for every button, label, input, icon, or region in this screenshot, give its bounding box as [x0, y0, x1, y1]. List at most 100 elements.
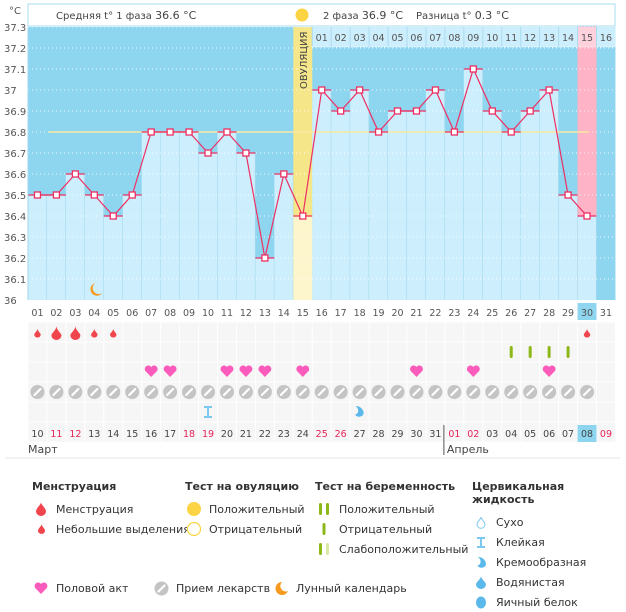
- calendar-date: 01: [448, 429, 460, 440]
- temperature-point: [166, 128, 174, 136]
- blood-drop-small-icon: [34, 328, 41, 338]
- legend-item: Небольшие выделения: [32, 519, 190, 539]
- temp-bar: [179, 132, 199, 300]
- cycle-day-label: 06: [126, 308, 138, 319]
- current-day-highlight: [577, 303, 597, 320]
- cervical-watery-icon: [472, 574, 490, 590]
- pill-stripe: [90, 387, 99, 397]
- cycle-day-label: 31: [600, 308, 612, 319]
- temperature-point: [242, 149, 250, 157]
- phase2-avg-label: 2 фаза 36.9 °C: [323, 9, 403, 22]
- legend-title: Тест на овуляцию: [185, 480, 299, 493]
- calendar-date: 23: [278, 429, 290, 440]
- cycle-day-label: 09: [183, 308, 195, 319]
- y-tick-label: 36.2: [4, 254, 26, 265]
- pill-stripe: [545, 387, 554, 397]
- pill-stripe: [109, 387, 118, 397]
- cycle-day-label: 18: [354, 308, 366, 319]
- legend-item: Клейкая: [472, 532, 626, 552]
- temperature-point: [71, 170, 80, 178]
- temp-bar: [103, 216, 123, 300]
- temperature-point: [337, 107, 345, 115]
- temp-bar: [141, 132, 161, 300]
- temperature-point: [469, 65, 477, 73]
- legend-item: Кремообразная: [472, 552, 626, 572]
- temp-bar: [122, 195, 142, 300]
- calendar-date: 16: [145, 429, 157, 440]
- calendar-date: 31: [429, 429, 441, 440]
- legend-ovulation-test: Тест на овуляцию Положительный Отрицател…: [185, 480, 305, 539]
- legend-item: Сухо: [472, 512, 626, 532]
- temperature-point: [280, 170, 288, 178]
- calendar-date: 18: [183, 429, 195, 440]
- blood-drop-large-icon: [32, 501, 50, 517]
- bbt-chart: 36 36.1 36.2 36.3 36.4 36.5 36.6 36.7 36.8 36.9 37…: [4, 3, 620, 459]
- temp-bar: [539, 90, 559, 300]
- pregnancy-test-icon: [566, 346, 570, 358]
- ovulation-label: ОВУЛЯЦИЯ: [299, 32, 310, 90]
- temperature-point: [109, 212, 117, 220]
- cervical-sticky-icon: [472, 534, 490, 550]
- cycle-day-label: 08: [164, 308, 176, 319]
- temp-bar: [350, 90, 370, 300]
- cycle-day-label: 14: [278, 308, 290, 319]
- blood-drop-small-icon: [32, 521, 50, 537]
- temp-bar: [160, 132, 180, 300]
- legend-item: Положительный: [185, 499, 305, 519]
- legend-title: Цервикальная жидкость: [472, 480, 565, 506]
- pill-stripe: [393, 387, 402, 397]
- temp-bar: [482, 111, 502, 300]
- cycle-day-label: 27: [524, 308, 536, 319]
- pill-stripe: [317, 387, 326, 397]
- phase2-day-label: 15: [581, 33, 593, 44]
- legend-menstruation: Менструация Менструация Небольшие выделе…: [32, 480, 190, 539]
- legend-item: Положительный: [315, 499, 468, 519]
- phase2-day-label: 05: [391, 33, 403, 44]
- calendar-date: 14: [107, 429, 119, 440]
- pill-stripe: [147, 387, 156, 397]
- legend-item: Лунный календарь: [272, 578, 412, 598]
- heart-icon: [466, 365, 480, 377]
- pill-stripe: [526, 387, 535, 397]
- blood-drop-small-icon: [91, 328, 98, 338]
- temp-diff-label: Разница t° 0.3 °C: [416, 9, 509, 22]
- pill-stripe: [33, 387, 42, 397]
- ovulation-positive-icon: [185, 501, 203, 517]
- legend-item: Отрицательный: [185, 519, 305, 539]
- temperature-point: [564, 191, 572, 199]
- phase2-day-label: 10: [486, 33, 498, 44]
- pill-stripe: [71, 387, 80, 397]
- heart-icon: [32, 580, 50, 596]
- cycle-day-label: 15: [297, 308, 309, 319]
- temp-bar: [217, 132, 237, 300]
- legend-title: Менструация: [32, 480, 117, 493]
- phase2-day-label: 14: [562, 33, 574, 44]
- phase2-day-label: 12: [524, 33, 536, 44]
- heart-icon: [220, 365, 234, 377]
- legend-item: Прием лекарств: [152, 578, 272, 598]
- calendar-date: 20: [221, 429, 233, 440]
- y-tick-label: 36.9: [4, 107, 26, 118]
- temperature-point: [90, 191, 98, 199]
- today-highlight: [577, 425, 597, 442]
- phase2-day-label: 11: [505, 33, 517, 44]
- legend-bottom: Половой акт Прием лекарств Лунный календ…: [32, 578, 412, 598]
- temperature-point: [128, 191, 136, 199]
- temp-bar: [84, 195, 104, 300]
- temperature-point: [526, 107, 534, 115]
- cycle-day-label: 29: [562, 308, 574, 319]
- legend-item: Менструация: [32, 499, 190, 519]
- cycle-day-label: 03: [69, 308, 81, 319]
- phase2-day-label: 06: [410, 33, 422, 44]
- header-bar: [27, 3, 616, 27]
- phase2-day-label: 13: [543, 33, 555, 44]
- phase1-avg-label: Средняя t° 1 фаза 36.6 °C: [56, 9, 197, 22]
- temp-bar: [501, 132, 521, 300]
- calendar-date: 02: [467, 429, 479, 440]
- y-tick-label: 36.6: [4, 170, 26, 181]
- temperature-point: [223, 128, 231, 136]
- calendar-date: 27: [354, 429, 366, 440]
- pill-stripe: [374, 387, 383, 397]
- cervical-dry-icon: [472, 514, 490, 530]
- legend-cervical: Цервикальная жидкость Сухо Клейкая Кремо…: [472, 480, 626, 612]
